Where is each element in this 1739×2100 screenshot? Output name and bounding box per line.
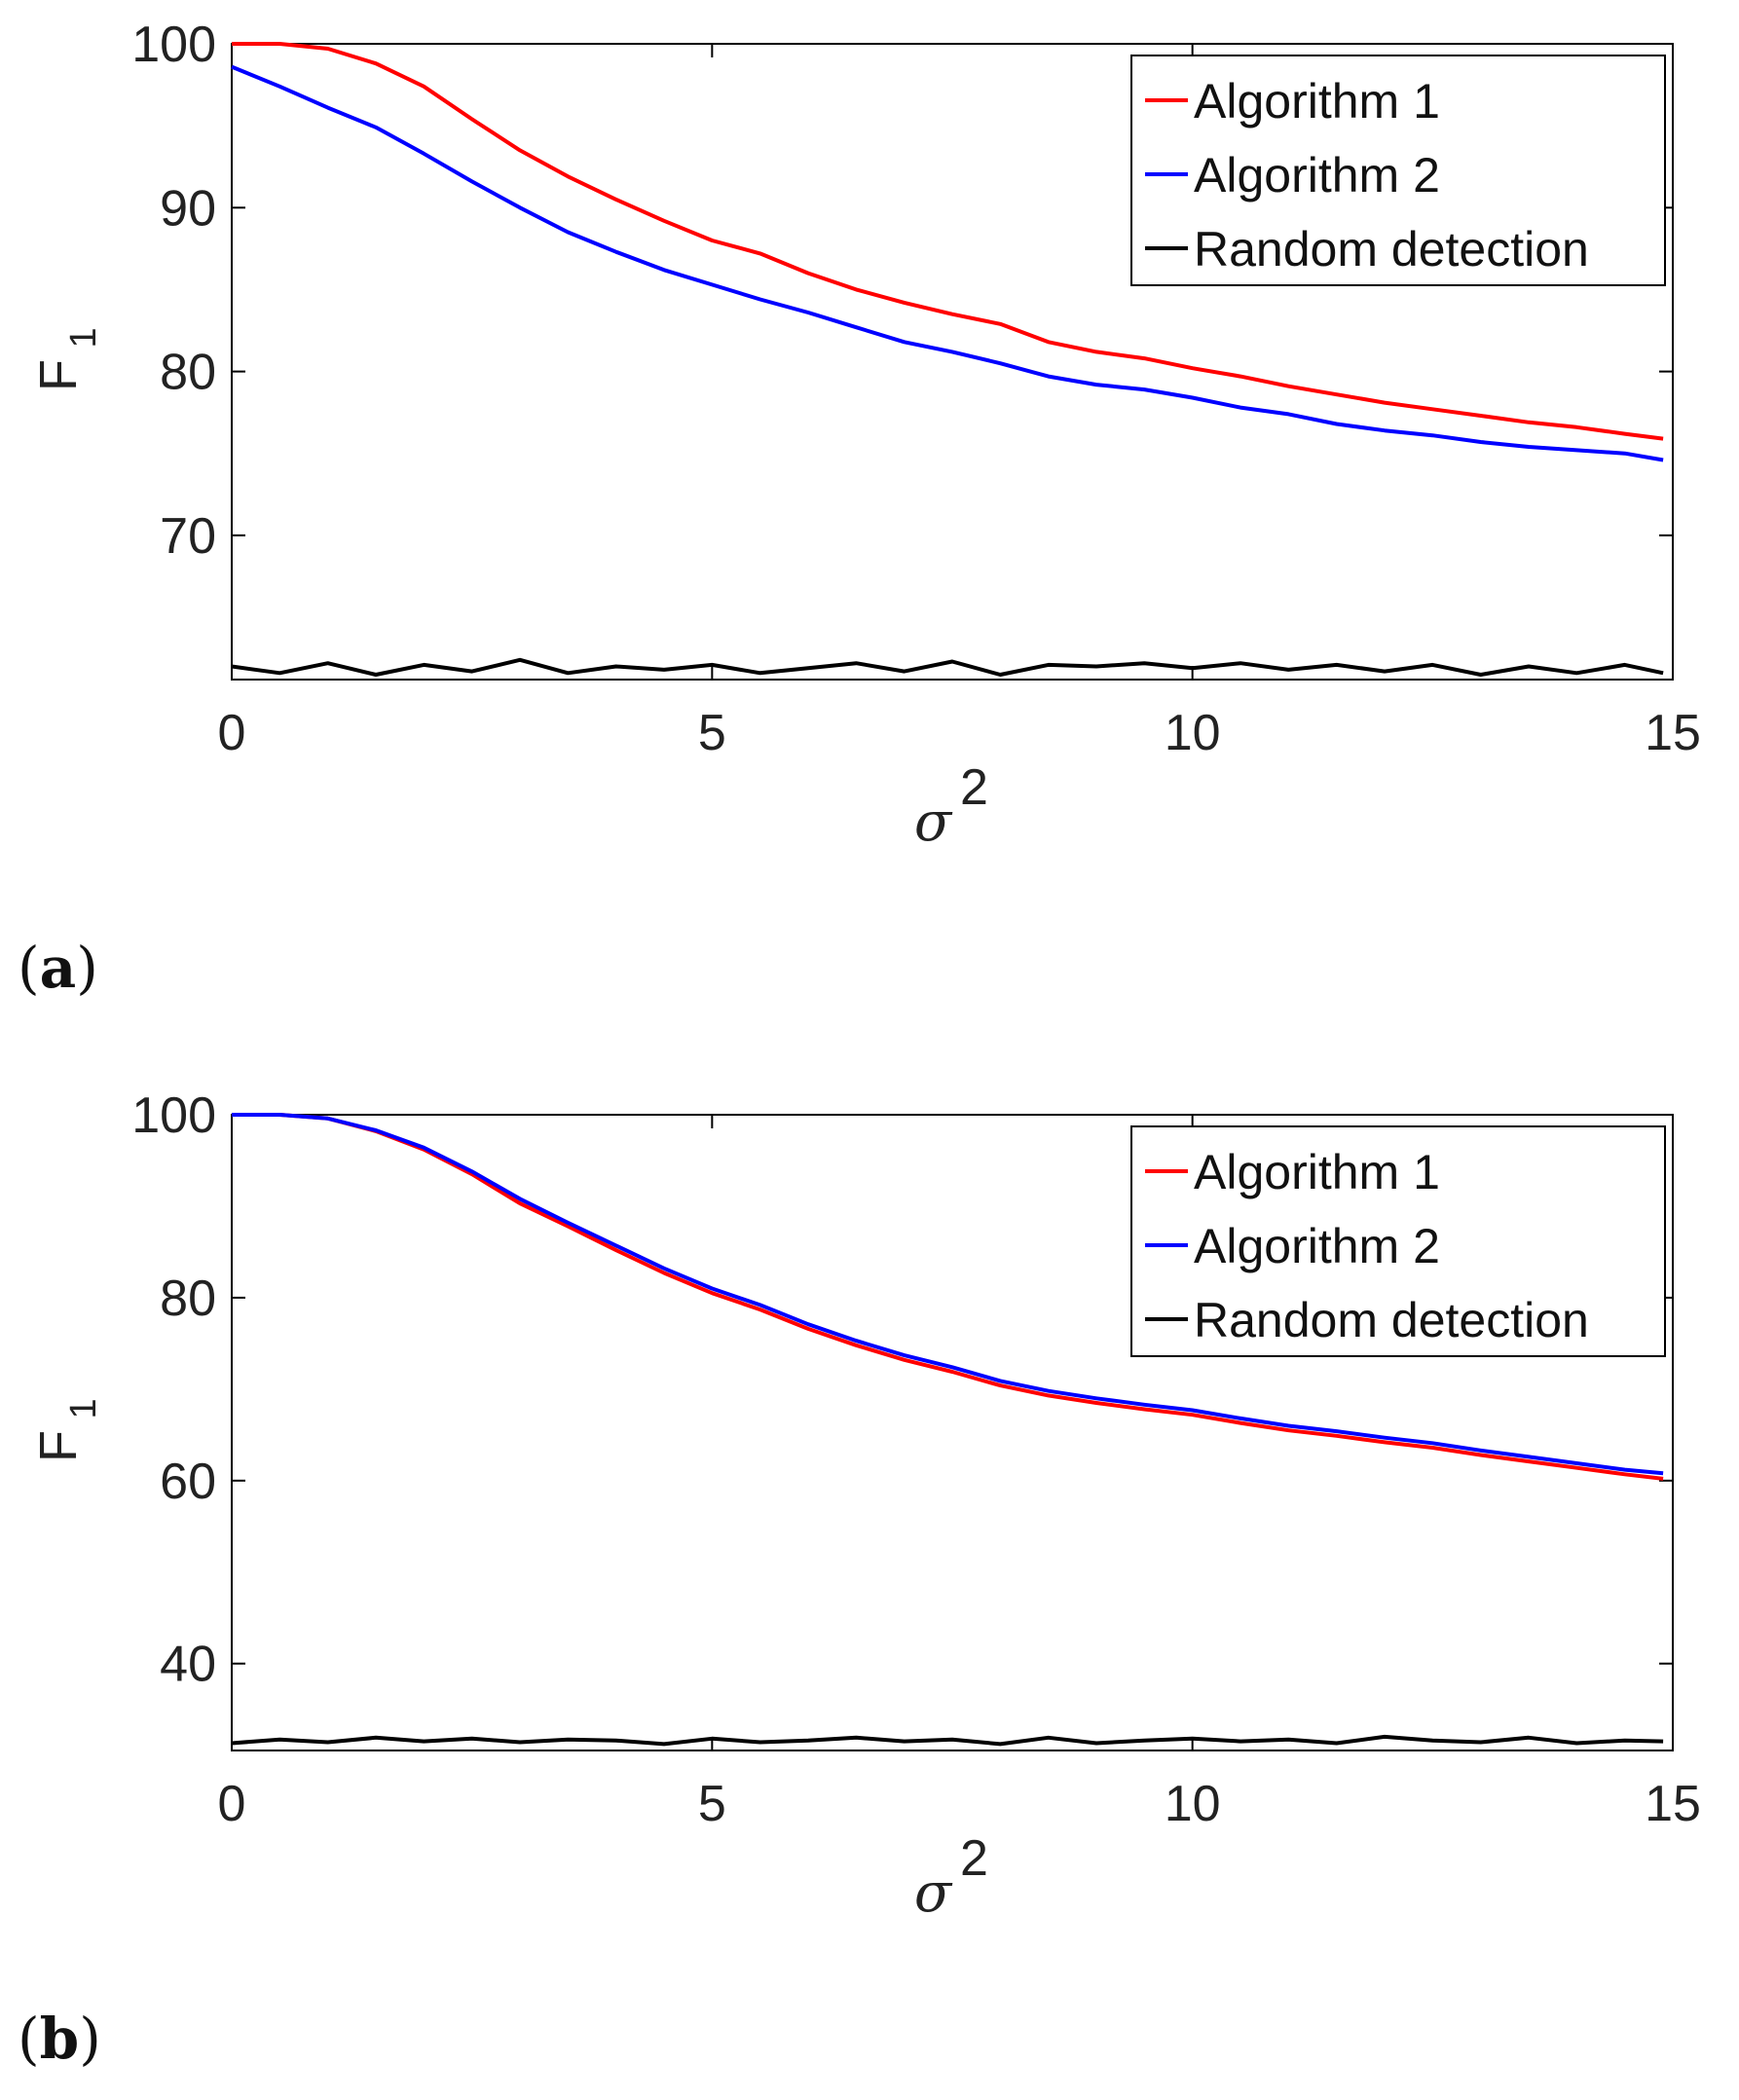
x-axis-label-sup-b: 2 (960, 1830, 988, 1887)
legend-label-a-0: Algorithm 1 (1194, 74, 1440, 129)
panel-label-b-open: ( (18, 2006, 40, 2072)
y-tick-label-a-3: 100 (131, 17, 216, 73)
legend-label-a-2: Random detection (1194, 222, 1589, 276)
y-tick-label-b-3: 100 (131, 1087, 216, 1144)
panel-label-b: (b) (18, 2006, 101, 2072)
plot-area-b (231, 1114, 1674, 1751)
y-axis-label-sub-b: 1 (63, 1398, 104, 1418)
legend-label-b-2: Random detection (1194, 1293, 1589, 1347)
figure-panel-a: 0 5 10 15 70 80 90 100 σ 2 F 1 Algorithm 1 Algorithm … (29, 17, 1701, 854)
x-tick-label-b-3: 15 (1645, 1776, 1701, 1832)
x-axis-label-a: σ (914, 791, 953, 854)
y-tick-label-a-2: 90 (160, 180, 216, 237)
panel-label-a-close: ) (76, 935, 98, 1001)
legend-label-b-0: Algorithm 1 (1194, 1145, 1440, 1199)
x-axis-label-sup-a: 2 (960, 759, 988, 816)
series-line-b-algorithm-2 (232, 1113, 1664, 1476)
x-tick-label-b-2: 10 (1165, 1776, 1221, 1832)
y-tick-label-a-0: 70 (160, 508, 216, 565)
series-line-a-random-detection (231, 657, 1664, 677)
y-axis-label-sub-a: 1 (63, 327, 104, 348)
x-tick-label-b-0: 0 (218, 1776, 246, 1832)
y-axis-label-b: F1 (29, 1398, 104, 1462)
panel-label-a-letter: a (39, 935, 77, 1001)
series-line-a-algorithm-2 (231, 64, 1664, 462)
series-line-a-algorithm-1 (232, 42, 1664, 441)
legend-label-b-1: Algorithm 2 (1194, 1219, 1440, 1273)
y-tick-label-b-2: 80 (160, 1271, 216, 1327)
y-axis-label-main-a: F (29, 359, 88, 391)
panel-label-a: (a) (18, 935, 98, 1001)
x-tick-label-a-0: 0 (218, 705, 246, 761)
figure-panel-b: 0 5 10 15 40 60 80 100 σ 2 F 1 Algorithm 1 Algorithm … (0, 1071, 1739, 2045)
y-tick-label-a-1: 80 (160, 345, 216, 401)
series-line-b-algorithm-1 (232, 1113, 1664, 1481)
legend-label-a-1: Algorithm 2 (1194, 148, 1440, 203)
y-tick-label-b-1: 60 (160, 1454, 216, 1510)
x-axis-label-b: σ (914, 1861, 953, 1925)
legend-box-b (1130, 1125, 1666, 1357)
panel-label-a-open: ( (18, 935, 40, 1001)
panel-label-b-close: ) (79, 2006, 101, 2072)
y-axis-label-a: F1 (29, 327, 104, 391)
y-tick-label-b-0: 40 (160, 1637, 216, 1693)
panel-label-b-letter: b (39, 2006, 80, 2072)
plot-area-a (231, 43, 1674, 681)
y-axis-label-main-b: F (29, 1430, 88, 1462)
legend-box-a (1130, 55, 1666, 286)
series-line-b-random-detection (231, 1734, 1664, 1747)
x-tick-label-a-3: 15 (1645, 705, 1701, 761)
x-tick-label-b-1: 5 (698, 1776, 726, 1832)
x-tick-label-a-2: 10 (1165, 705, 1221, 761)
x-tick-label-a-1: 5 (698, 705, 726, 761)
